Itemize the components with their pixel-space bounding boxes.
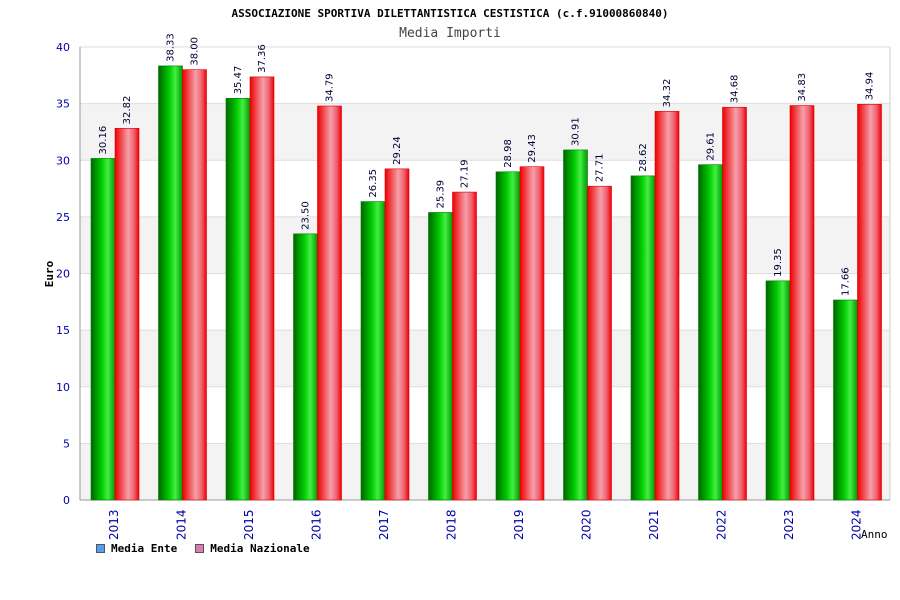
legend-item-ente: Media Ente [96, 542, 177, 555]
chart-title: ASSOCIAZIONE SPORTIVA DILETTANTISTICA CE… [231, 7, 668, 20]
value-label-nazionale: 29.43 [527, 134, 538, 163]
x-tick-label: 2019 [512, 509, 526, 540]
chart-subtitle: Media Importi [399, 26, 501, 41]
bar-media-ente [360, 201, 386, 501]
x-axis-label: Anno [861, 528, 888, 541]
x-tick-label: 2016 [310, 509, 324, 540]
x-tick-label: 2020 [580, 509, 594, 540]
legend-item-nazionale: Media Nazionale [195, 542, 310, 555]
y-tick-label: 5 [63, 437, 70, 450]
legend-label-nazionale: Media Nazionale [210, 542, 310, 555]
plot-band [80, 273, 890, 331]
legend-label-ente: Media Ente [111, 542, 178, 555]
value-label-ente: 30.91 [571, 117, 582, 146]
x-tick-label: 2013 [107, 509, 121, 540]
plot-band [80, 443, 890, 500]
value-label-ente: 38.33 [166, 33, 177, 62]
value-label-ente: 23.50 [301, 201, 312, 230]
bar-media-nazionale [249, 76, 275, 501]
value-label-ente: 26.35 [368, 169, 379, 198]
bar-media-ente [833, 299, 858, 501]
bar-media-nazionale [452, 191, 477, 501]
plot-band [80, 103, 890, 161]
value-label-ente: 28.98 [503, 139, 514, 168]
plot-band [80, 160, 890, 217]
bar-media-nazionale [317, 105, 342, 501]
bars [90, 65, 882, 501]
plot-background [79, 46, 891, 501]
y-tick-label: 30 [56, 154, 70, 167]
y-axis-label: Euro [43, 260, 56, 287]
bar-media-ente [90, 158, 116, 501]
x-tick-label: 2024 [850, 509, 864, 540]
value-label-ente: 28.62 [638, 143, 649, 172]
y-tick-label: 20 [56, 268, 70, 281]
bar-media-ente [630, 175, 656, 501]
y-tick-label: 40 [56, 41, 70, 54]
bar-media-ente [293, 233, 318, 501]
value-label-ente: 30.16 [98, 126, 109, 155]
value-label-ente: 25.39 [436, 180, 447, 209]
bar-media-nazionale [722, 106, 747, 501]
x-tick-label: 2023 [782, 509, 796, 540]
legend-swatch-ente [96, 544, 105, 553]
value-labels: 30.16 32.82 38.33 38.00 35.47 37.36 23.50 34.79… [98, 33, 876, 296]
bar-media-nazionale [587, 185, 612, 501]
y-tick-label: 0 [63, 494, 70, 507]
bar-media-nazionale [519, 166, 545, 501]
bar-media-ente [698, 164, 723, 501]
value-label-nazionale: 37.36 [257, 44, 268, 73]
value-label-nazionale: 34.79 [325, 73, 336, 102]
x-tick-label: 2014 [175, 509, 189, 540]
value-label-nazionale: 34.94 [865, 72, 876, 101]
value-label-nazionale: 38.00 [190, 37, 201, 66]
bar-media-nazionale [114, 128, 140, 501]
x-tick-label: 2015 [242, 509, 256, 540]
value-label-ente: 35.47 [233, 66, 244, 95]
y-tick-label: 35 [56, 98, 70, 111]
bar-media-ente [765, 280, 791, 501]
value-label-nazionale: 34.83 [797, 73, 808, 102]
plot-band [80, 47, 890, 104]
legend: Media Ente Media Nazionale [96, 542, 310, 555]
x-axis-ticks: 2013 2014 2015 2016 2017 2018 2019 2020 2021 2022… [107, 509, 864, 540]
legend-swatch-nazionale [195, 544, 205, 553]
y-tick-label: 10 [56, 381, 70, 394]
x-tick-label: 2021 [647, 509, 661, 540]
bar-media-nazionale [384, 168, 410, 501]
y-tick-label: 25 [56, 211, 70, 224]
bar-media-ente [225, 98, 251, 501]
bar-media-nazionale [654, 111, 680, 501]
value-label-ente: 19.35 [773, 248, 784, 277]
y-axis-ticks: 0 5 10 15 20 25 30 35 40 [56, 41, 890, 507]
bar-media-ente [158, 65, 183, 501]
bar-media-ente [428, 212, 453, 501]
x-tick-label: 2022 [715, 509, 729, 540]
plot-band [80, 386, 890, 444]
bar-media-ente [563, 149, 588, 501]
value-label-nazionale: 34.32 [662, 79, 673, 108]
value-label-nazionale: 27.71 [595, 154, 606, 183]
value-label-ente: 29.61 [706, 132, 717, 161]
value-label-nazionale: 34.68 [730, 75, 741, 104]
y-tick-label: 15 [56, 324, 70, 337]
value-label-nazionale: 32.82 [122, 96, 133, 125]
plot-band [80, 330, 890, 387]
bar-media-nazionale [789, 105, 815, 501]
value-label-nazionale: 27.19 [460, 159, 471, 188]
value-label-ente: 17.66 [841, 267, 852, 296]
plot-band [80, 216, 890, 274]
x-tick-label: 2017 [377, 509, 391, 540]
bar-media-ente [495, 171, 521, 501]
bar-media-nazionale [857, 104, 882, 501]
bar-media-nazionale [182, 69, 207, 501]
x-tick-label: 2018 [445, 509, 459, 540]
value-label-nazionale: 29.24 [392, 136, 403, 165]
